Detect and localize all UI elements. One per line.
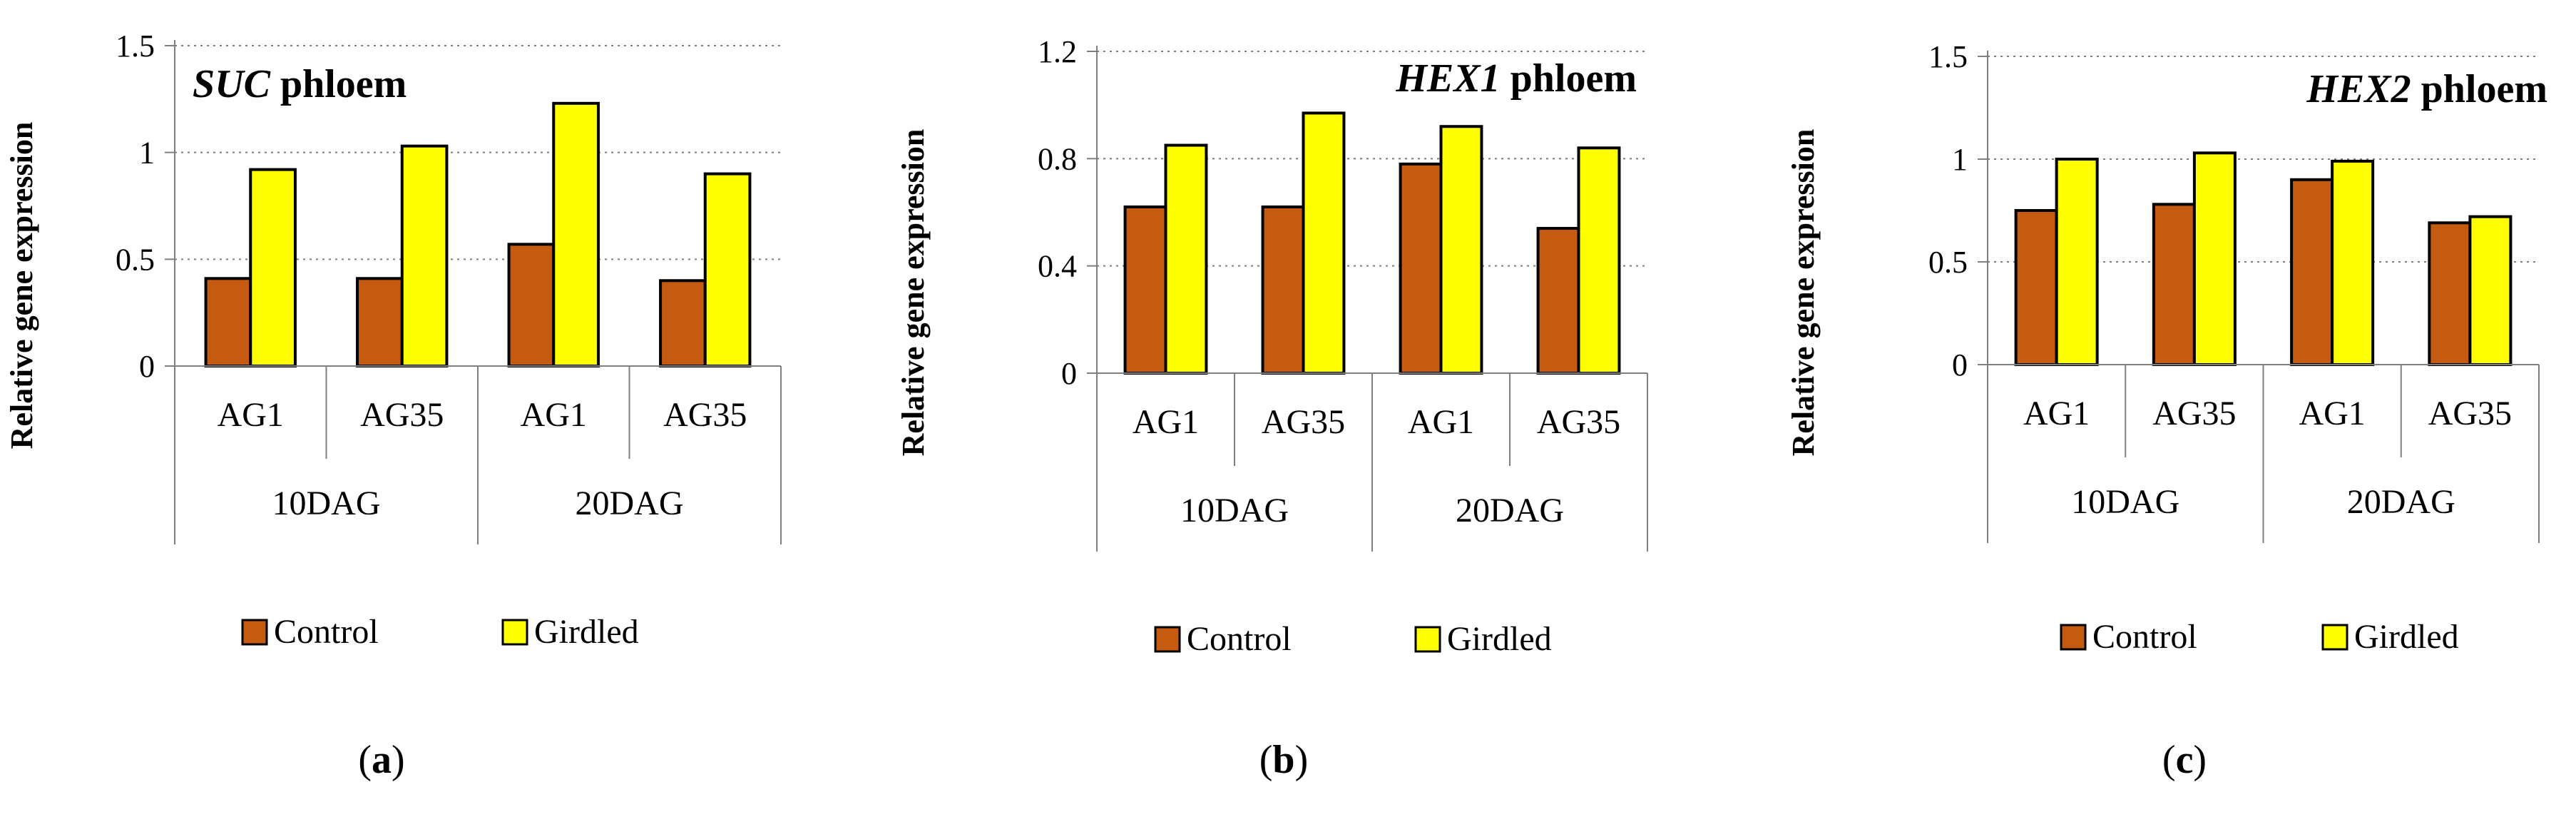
y-tick-label: 1.5	[116, 29, 155, 64]
y-tick-label: 0.8	[1038, 141, 1077, 176]
legend-swatch-control	[2060, 624, 2087, 651]
bar-control-3	[507, 243, 556, 367]
panel-label: (c)	[2162, 738, 2207, 782]
x-tick-label: AG35	[2152, 395, 2236, 432]
y-tick-label: 0.4	[1038, 249, 1077, 284]
chart-panel-b: 0 0.4 0.8 1.2 AG1 AG35 AG1 AG35 10DAG 20DAG Relati…	[896, 34, 1648, 782]
chart-title: SUC phloem	[193, 62, 407, 106]
bar-control-1	[1123, 205, 1167, 375]
chart-panel-c: 0 0.5 1 1.5 AG1 AG35 AG1 AG35 10DAG 20DAG Relative…	[1786, 39, 2547, 782]
x-group-label: 10DAG	[272, 484, 381, 522]
x-group-label: 20DAG	[1456, 492, 1564, 529]
bar-control-2	[2152, 203, 2196, 366]
x-tick-label: AG1	[218, 396, 284, 434]
y-tick-label: 1.5	[1928, 39, 1968, 74]
legend-label-girdled: Girdled	[534, 613, 639, 651]
panel-label: (a)	[358, 738, 404, 782]
y-tick-label: 0.5	[1928, 245, 1968, 280]
legend-label-control: Control	[274, 613, 379, 651]
title-suffix: phloem	[1501, 56, 1637, 101]
panel-letter: c	[2176, 738, 2194, 782]
bar-girdled-2	[1302, 111, 1346, 375]
bar-girdled-3	[1439, 125, 1483, 375]
chart-title: HEX2 phloem	[2306, 67, 2547, 111]
bar-control-4	[659, 279, 707, 367]
y-tick-label: 0	[1061, 356, 1077, 391]
y-tick-label: 0.5	[116, 242, 155, 277]
title-suffix: phloem	[270, 62, 407, 106]
x-tick-label: AG35	[663, 396, 747, 434]
title-suffix: phloem	[2411, 67, 2547, 111]
bar-girdled-1	[249, 168, 297, 367]
panel-letter: a	[372, 738, 392, 782]
x-group-label: 10DAG	[2071, 483, 2179, 521]
bar-control-1	[2014, 209, 2058, 366]
chart-title: HEX1 phloem	[1395, 56, 1637, 101]
x-tick-label: AG35	[1537, 403, 1620, 441]
bar-girdled-2	[2192, 151, 2237, 367]
y-tick-label: 1	[1952, 142, 1968, 177]
title-gene: HEX1	[1395, 56, 1500, 101]
x-tick-label: AG1	[1133, 403, 1199, 441]
y-tick-label: 1.2	[1038, 34, 1077, 69]
x-tick-label: AG1	[521, 396, 587, 434]
bar-control-2	[356, 277, 404, 368]
bar-control-3	[1399, 162, 1443, 375]
bar-girdled-1	[1164, 143, 1208, 375]
panel-label: (b)	[1259, 738, 1308, 782]
title-gene: HEX2	[2306, 67, 2411, 111]
y-tick-label: 1	[139, 136, 155, 171]
y-tick-label: 0	[139, 349, 155, 384]
x-group-label: 10DAG	[1180, 492, 1289, 529]
legend-swatch-girdled	[2321, 624, 2348, 651]
x-tick-label: AG1	[1408, 403, 1474, 441]
x-tick-label: AG35	[2428, 395, 2512, 432]
bar-girdled-4	[1577, 146, 1621, 375]
bar-control-1	[204, 277, 252, 368]
x-group-label: 20DAG	[576, 484, 684, 522]
bar-control-4	[1536, 227, 1580, 375]
y-tick-label: 0	[1952, 347, 1968, 382]
chart-panel-a: 0 0.5 1 1.5 AG1 AG35 AG1 AG35 10DAG 20DAG Relative…	[4, 29, 782, 782]
y-axis-label: Relative gene expression	[1786, 129, 1821, 457]
bar-girdled-4	[703, 172, 752, 367]
y-axis-label: Relative gene expression	[896, 129, 931, 457]
legend-label-girdled: Girdled	[2354, 618, 2459, 656]
legend-swatch-girdled	[501, 619, 528, 646]
bar-girdled-4	[2468, 215, 2513, 367]
bar-girdled-3	[552, 101, 600, 367]
legend-swatch-control	[241, 619, 268, 646]
bar-girdled-1	[2055, 158, 2099, 366]
legend-label-girdled: Girdled	[1447, 620, 1552, 658]
x-tick-label: AG1	[2023, 395, 2090, 432]
bar-control-3	[2290, 178, 2334, 367]
legend-swatch-control	[1154, 626, 1181, 653]
x-group-label: 20DAG	[2347, 483, 2455, 521]
bar-girdled-3	[2331, 159, 2375, 366]
bar-girdled-2	[400, 144, 449, 367]
x-tick-label: AG35	[1262, 403, 1345, 441]
legend-swatch-girdled	[1414, 626, 1441, 653]
legend-label-control: Control	[1187, 620, 1292, 658]
x-tick-label: AG35	[360, 396, 444, 434]
panel-letter: b	[1272, 738, 1294, 782]
x-tick-label: AG1	[2299, 395, 2365, 432]
legend-label-control: Control	[2092, 618, 2197, 656]
bar-control-4	[2428, 221, 2472, 366]
y-axis-label: Relative gene expression	[4, 122, 39, 450]
bar-control-2	[1261, 205, 1305, 375]
title-gene: SUC	[193, 62, 271, 106]
